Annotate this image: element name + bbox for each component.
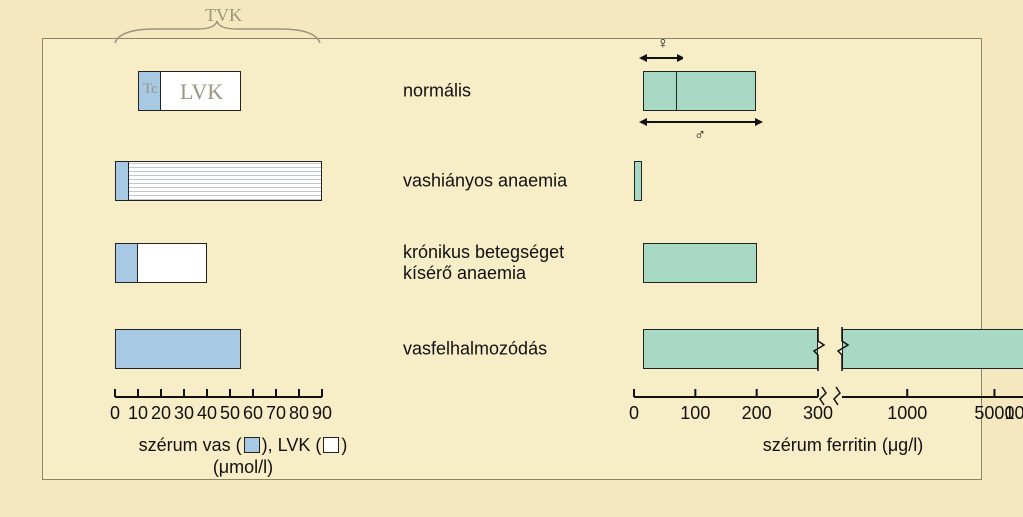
axis-unit: (μmol/l) — [213, 457, 273, 477]
tc-annotation: Tc — [143, 81, 158, 98]
axis-break-icon — [815, 327, 845, 376]
ferritin-bar — [643, 243, 757, 283]
diagram-panel: TVK Tc LVK normális ♀ ♂ vashiányos anaem… — [42, 38, 982, 480]
row-label: normális — [403, 81, 471, 102]
row-label: vashiányos anaemia — [403, 171, 567, 192]
svg-text:0: 0 — [629, 403, 639, 423]
serum-ferritin-axis-label: szérum ferritin (μg/l) — [683, 435, 1003, 457]
iron-bar — [115, 243, 138, 283]
iron-bar — [115, 329, 241, 369]
svg-text:0: 0 — [110, 403, 120, 423]
female-symbol: ♀ — [657, 35, 669, 53]
serum-iron-axis-label: szérum vas ( ), LVK () (μmol/l) — [93, 435, 393, 478]
row-label: krónikus betegséget kísérő anaemia — [403, 242, 564, 284]
serum-iron-axis: 0102030405060708090 — [115, 389, 345, 435]
row-iron-overload: vasfelhalmozódás — [115, 329, 975, 369]
svg-text:30: 30 — [174, 403, 194, 423]
svg-text:90: 90 — [312, 403, 332, 423]
row-label: vasfelhalmozódás — [403, 339, 547, 360]
lvk-annotation: LVK — [180, 79, 223, 105]
axis-label-part: szérum vas ( — [139, 435, 242, 455]
ferritin-bar-1 — [643, 329, 818, 369]
svg-text:70: 70 — [266, 403, 286, 423]
svg-text:20: 20 — [151, 403, 171, 423]
svg-text:100: 100 — [680, 403, 710, 423]
iron-legend-swatch — [244, 437, 260, 453]
row-chronic-disease: krónikus betegséget kísérő anaemia — [115, 243, 975, 283]
svg-text:300: 300 — [803, 403, 833, 423]
svg-text:80: 80 — [289, 403, 309, 423]
axis-label-part: ), LVK ( — [262, 435, 322, 455]
serum-ferritin-axis: 01002003001000500010 000 — [634, 389, 1023, 435]
svg-text:60: 60 — [243, 403, 263, 423]
lvk-bar — [129, 161, 322, 201]
svg-text:200: 200 — [742, 403, 772, 423]
svg-text:1000: 1000 — [887, 403, 927, 423]
svg-text:10: 10 — [128, 403, 148, 423]
female-male-sep — [676, 71, 677, 111]
svg-text:10 000: 10 000 — [1004, 403, 1023, 423]
row-normal: Tc LVK normális ♀ ♂ — [115, 71, 975, 111]
svg-text:40: 40 — [197, 403, 217, 423]
ferritin-bar-2 — [842, 329, 1023, 369]
lvk-legend-swatch — [323, 437, 339, 453]
iron-bar — [115, 161, 129, 201]
lvk-bar — [138, 243, 207, 283]
svg-text:50: 50 — [220, 403, 240, 423]
tvk-annotation: TVK — [205, 5, 242, 26]
male-symbol: ♂ — [694, 127, 706, 145]
ferritin-bar — [643, 71, 756, 111]
ferritin-bar — [634, 161, 642, 201]
axis-label-part: ) — [341, 435, 347, 455]
row-iron-deficiency: vashiányos anaemia — [115, 161, 975, 201]
